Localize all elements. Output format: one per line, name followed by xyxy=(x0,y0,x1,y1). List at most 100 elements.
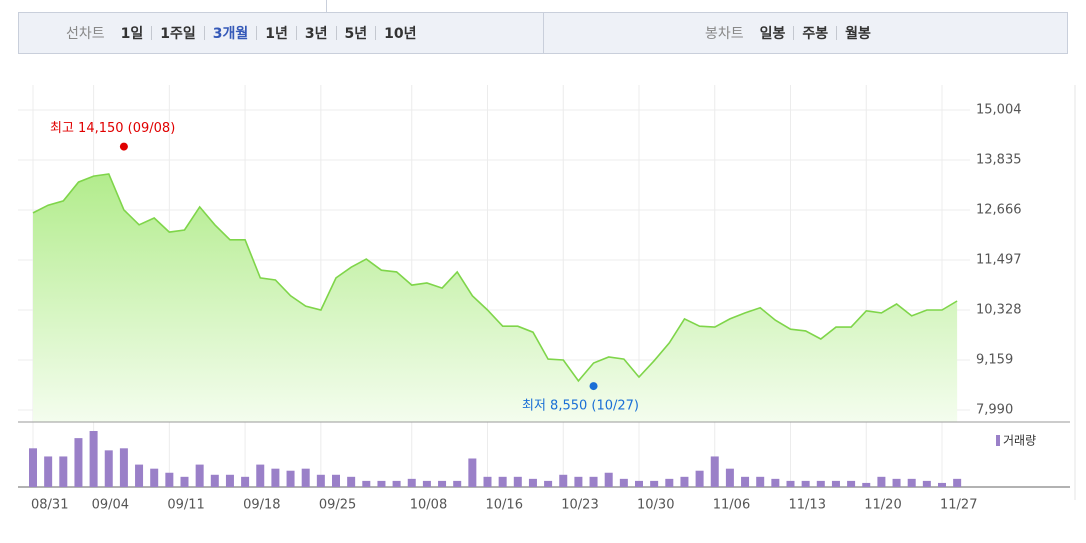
y-tick-label: 7,990 xyxy=(976,403,1013,418)
volume-bar xyxy=(695,470,704,487)
volume-bar xyxy=(392,480,401,487)
volume-bar xyxy=(286,470,295,487)
x-tick-label: 11/27 xyxy=(940,498,977,513)
volume-bar xyxy=(877,476,886,487)
period-option[interactable]: 일봉 xyxy=(759,26,786,42)
separator xyxy=(793,26,795,40)
volume-bar xyxy=(574,476,583,487)
volume-bar xyxy=(438,480,447,487)
period-option[interactable]: 주봉 xyxy=(802,26,829,42)
x-tick-label: 11/20 xyxy=(864,498,901,513)
volume-bar xyxy=(44,456,53,487)
volume-bar xyxy=(241,476,250,487)
volume-bar xyxy=(135,464,144,487)
volume-bar xyxy=(59,456,68,487)
legend-swatch xyxy=(996,435,1000,446)
volume-bar xyxy=(665,478,674,487)
period-option[interactable]: 5년 xyxy=(344,26,368,42)
volume-bar xyxy=(801,480,810,487)
volume-bar xyxy=(604,472,613,487)
period-option[interactable]: 1년 xyxy=(265,26,288,42)
volume-bar xyxy=(377,480,386,487)
toolbar: 선차트 1일 1주일 3개월 1년 3년 5년 10년 봉차트 일봉 주봉 월봉 xyxy=(18,12,1068,54)
separator xyxy=(203,26,205,40)
period-option[interactable]: 10년 xyxy=(384,26,417,42)
annotation-marker xyxy=(589,382,598,391)
volume-bar xyxy=(119,448,128,487)
volume-bar xyxy=(483,476,492,487)
volume-bar xyxy=(589,476,598,487)
candle-chart-label: 봉차트 xyxy=(705,26,744,42)
period-option[interactable]: 3년 xyxy=(304,26,328,42)
volume-bar xyxy=(831,480,840,487)
separator xyxy=(836,26,838,40)
x-tick-label: 10/23 xyxy=(561,498,598,513)
volume-bar xyxy=(225,474,234,487)
candle-chart-options: 봉차트 일봉 주봉 월봉 xyxy=(705,13,871,53)
area-fill xyxy=(33,174,958,422)
volume-bar xyxy=(741,476,750,487)
volume-bar xyxy=(922,480,931,487)
y-tick-label: 9,159 xyxy=(976,353,1013,368)
volume-bar xyxy=(953,478,962,487)
volume-bar xyxy=(862,482,871,487)
volume-bar xyxy=(498,476,507,487)
volume-bar xyxy=(771,478,780,487)
volume-bar xyxy=(756,476,765,487)
volume-bar xyxy=(271,468,280,487)
volume-bar xyxy=(786,480,795,487)
y-tick-label: 13,835 xyxy=(976,153,1022,168)
volume-bar xyxy=(407,478,416,487)
x-tick-label: 11/06 xyxy=(713,498,750,513)
volume-bar xyxy=(513,476,522,487)
volume-bar xyxy=(847,480,856,487)
divider xyxy=(543,13,544,53)
volume-bar xyxy=(74,438,83,487)
volume-bar xyxy=(816,480,825,487)
x-tick-label: 10/08 xyxy=(410,498,447,513)
volume-bar xyxy=(210,474,219,487)
separator xyxy=(295,26,297,40)
period-option[interactable]: 1주일 xyxy=(160,26,196,42)
volume-bar xyxy=(150,468,159,487)
volume-bar xyxy=(892,478,901,487)
volume-bar xyxy=(195,464,204,487)
volume-bar xyxy=(528,478,537,487)
volume-bar xyxy=(362,480,371,487)
volume-bar xyxy=(650,480,659,487)
volume-bar xyxy=(316,474,325,487)
period-option[interactable]: 월봉 xyxy=(845,26,871,42)
volume-bar xyxy=(104,450,113,487)
volume-bar xyxy=(938,482,946,487)
x-tick-label: 09/11 xyxy=(167,498,204,513)
annotation-label: 최저 8,550 (10/27) xyxy=(522,399,639,414)
volume-bar xyxy=(256,464,265,487)
separator xyxy=(375,26,377,40)
volume-bar xyxy=(468,458,477,487)
x-tick-label: 11/13 xyxy=(789,498,826,513)
y-tick-label: 15,004 xyxy=(976,103,1022,118)
x-tick-label: 09/18 xyxy=(243,498,280,513)
x-tick-label: 10/30 xyxy=(637,498,674,513)
volume-bar xyxy=(301,468,310,487)
line-chart-options: 선차트 1일 1주일 3개월 1년 3년 5년 10년 xyxy=(66,13,417,53)
volume-bar xyxy=(710,456,719,487)
volume-bar xyxy=(165,472,174,487)
volume-bar xyxy=(725,468,734,487)
volume-bar xyxy=(347,476,356,487)
volume-bar xyxy=(544,480,553,487)
line-chart-label: 선차트 xyxy=(66,26,105,42)
separator xyxy=(335,26,337,40)
x-tick-label: 09/04 xyxy=(92,498,129,513)
volume-bar xyxy=(89,431,98,487)
volume-bar xyxy=(332,474,340,487)
price-line xyxy=(32,173,958,383)
period-option[interactable]: 3개월 xyxy=(212,26,249,42)
volume-bar xyxy=(559,474,568,487)
period-option[interactable]: 1일 xyxy=(120,26,144,42)
volume-bar xyxy=(680,476,689,487)
volume-bar xyxy=(180,476,189,487)
annotation-label: 최고 14,150 (09/08) xyxy=(50,121,175,136)
